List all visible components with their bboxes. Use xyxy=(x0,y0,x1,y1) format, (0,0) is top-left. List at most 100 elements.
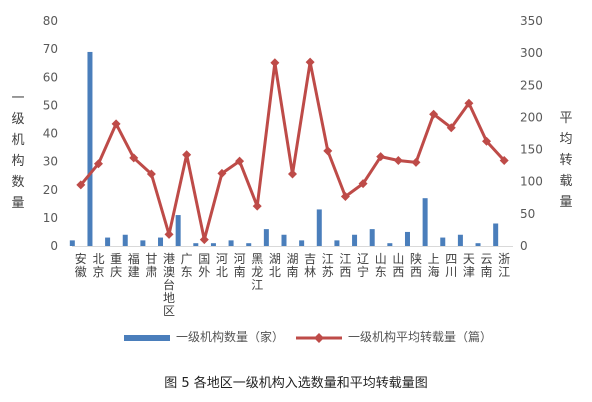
right-axis-ticks: 0 50 100 150 200 250 300 350 xyxy=(520,14,543,253)
line-marker xyxy=(93,159,103,169)
line-marker xyxy=(464,98,474,108)
x-tick-label: 四川 xyxy=(445,252,457,279)
line-marker xyxy=(323,146,333,156)
line-marker xyxy=(199,235,209,245)
x-tick-label: 国外 xyxy=(198,252,210,279)
left-axis-ticks: 0 10 20 30 40 50 60 70 80 xyxy=(43,14,58,253)
x-tick-label: 湖北 xyxy=(269,251,281,279)
bar xyxy=(105,237,111,246)
x-tick-label: 黑龙江 xyxy=(251,252,263,292)
line-marker xyxy=(429,109,439,119)
bar-series xyxy=(69,51,499,246)
bar xyxy=(316,209,322,246)
right-tick-label: 250 xyxy=(520,78,543,92)
right-tick-label: 50 xyxy=(520,207,535,221)
left-tick-label: 0 xyxy=(50,239,58,253)
x-tick-label: 甘肃 xyxy=(145,252,157,279)
figure-caption: 图 5 各地区一级机构入选数量和平均转载量图 xyxy=(164,376,428,391)
right-tick-label: 350 xyxy=(520,14,543,28)
right-tick-label: 150 xyxy=(520,143,543,157)
bar xyxy=(369,229,375,246)
line-marker xyxy=(235,156,245,166)
bar xyxy=(475,243,481,246)
line-marker xyxy=(340,192,350,201)
left-tick-label: 20 xyxy=(43,183,58,197)
line-path xyxy=(79,60,506,242)
bar xyxy=(281,234,287,246)
right-tick-label: 200 xyxy=(520,110,543,124)
line-marker xyxy=(76,180,86,190)
bar xyxy=(175,215,181,246)
line-marker xyxy=(146,169,156,179)
line-marker xyxy=(393,156,403,165)
line-marker xyxy=(252,201,262,211)
bar xyxy=(422,198,428,246)
left-tick-label: 70 xyxy=(43,42,58,56)
bar xyxy=(122,234,128,246)
x-tick-label: 天津 xyxy=(463,252,475,279)
left-axis-title: 一级机构数量 xyxy=(11,91,25,211)
line-marker xyxy=(129,153,139,163)
left-tick-label: 30 xyxy=(43,155,58,169)
line-marker xyxy=(164,229,174,239)
line-marker xyxy=(305,57,315,67)
bar xyxy=(263,229,269,246)
bar xyxy=(140,240,146,246)
line-marker xyxy=(499,156,509,165)
legend-bar-swatch xyxy=(124,334,170,341)
bar xyxy=(299,240,305,246)
bar xyxy=(493,223,499,246)
x-tick-label: 山西 xyxy=(392,252,404,279)
x-tick-label: 湖南 xyxy=(286,251,298,279)
x-tick-label: 河北 xyxy=(216,252,228,279)
bar xyxy=(387,243,393,246)
x-tick-label: 重庆 xyxy=(110,252,122,279)
bar xyxy=(457,234,463,246)
right-axis-title: 平均转载量 xyxy=(559,111,573,210)
x-tick-label: 安徽 xyxy=(75,251,87,279)
bar xyxy=(87,51,93,246)
x-tick-label: 吉林 xyxy=(304,252,316,279)
x-tick-label: 北京 xyxy=(92,252,104,279)
x-tick-label: 山东 xyxy=(375,252,387,279)
bar xyxy=(334,240,340,246)
bar xyxy=(69,240,75,246)
bar xyxy=(440,237,446,246)
x-tick-label: 港澳台地区 xyxy=(163,252,175,318)
left-tick-label: 40 xyxy=(43,127,58,141)
x-tick-label: 江西 xyxy=(339,252,351,279)
line-marker xyxy=(446,123,456,133)
line-marker xyxy=(411,157,421,167)
x-tick-label: 河南 xyxy=(234,252,246,279)
line-marker xyxy=(288,169,297,179)
x-tick-label: 上海 xyxy=(428,252,440,279)
legend-line-swatch xyxy=(296,332,342,343)
x-tick-label: 广东 xyxy=(181,252,193,279)
line-marker xyxy=(376,152,386,162)
right-tick-label: 300 xyxy=(520,46,543,60)
bar xyxy=(158,237,164,246)
bar xyxy=(228,240,234,246)
left-tick-label: 10 xyxy=(43,211,58,225)
bar xyxy=(246,243,252,246)
bar xyxy=(352,234,358,246)
left-tick-label: 80 xyxy=(43,14,58,28)
legend-label: 一级机构数量（家） xyxy=(176,330,285,344)
x-axis-labels: 安徽北京重庆福建甘肃港澳台地区广东国外河北河南黑龙江湖北湖南吉林江苏江西辽宁山东… xyxy=(75,251,510,318)
line-marker xyxy=(217,168,227,178)
left-tick-label: 50 xyxy=(43,98,58,112)
line-marker xyxy=(358,179,368,189)
line-marker xyxy=(270,58,280,68)
right-tick-label: 0 xyxy=(520,239,528,253)
x-tick-label: 浙江 xyxy=(498,252,510,279)
legend-item: 一级机构平均转载量（篇） xyxy=(294,330,492,345)
line-series xyxy=(76,57,509,245)
x-tick-label: 辽宁 xyxy=(357,252,369,279)
left-tick-label: 60 xyxy=(43,70,58,84)
x-tick-label: 福建 xyxy=(128,251,140,279)
bar xyxy=(404,231,410,246)
legend-item: 一级机构数量（家） xyxy=(122,330,284,345)
line-marker xyxy=(182,150,192,160)
x-tick-label: 陕西 xyxy=(410,251,422,279)
